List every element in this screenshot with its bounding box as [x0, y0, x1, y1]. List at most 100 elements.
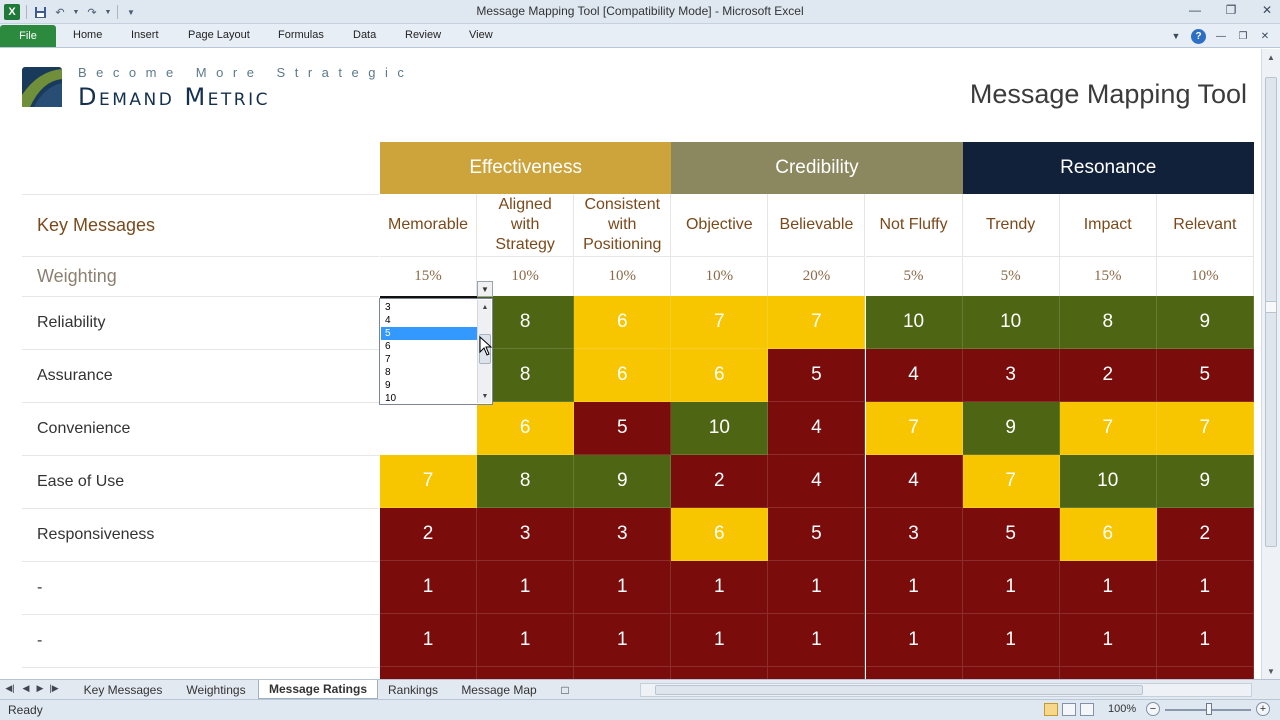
validation-dropdown-list[interactable]: ▲ ▼ 3 4 5 6 7 8 9 10 — [379, 298, 493, 405]
score-cell[interactable] — [768, 667, 866, 679]
last-sheet-icon[interactable]: |▶ — [49, 683, 59, 693]
workbook-close-icon[interactable]: ✕ — [1260, 30, 1270, 42]
message-row-label[interactable]: Convenience — [22, 402, 379, 455]
score-cell[interactable] — [865, 667, 963, 679]
score-cell[interactable]: 1 — [962, 561, 1060, 614]
score-cell[interactable]: 3 — [477, 508, 575, 561]
score-cell[interactable]: 1 — [671, 614, 769, 667]
help-icon[interactable]: ? — [1191, 28, 1206, 44]
dropdown-option[interactable]: 8 — [385, 367, 391, 378]
score-cell[interactable]: 1 — [865, 561, 963, 614]
undo-icon[interactable]: ↶ — [55, 6, 65, 19]
score-cell[interactable] — [380, 667, 478, 679]
score-cell[interactable]: 1 — [1156, 561, 1254, 614]
score-cell[interactable]: 1 — [380, 614, 478, 667]
close-icon[interactable]: ✕ — [1261, 3, 1273, 17]
score-cell[interactable]: 1 — [768, 614, 866, 667]
scroll-down-icon[interactable]: ▼ — [1267, 666, 1275, 676]
tab-home[interactable]: Home — [73, 29, 103, 41]
tab-data[interactable]: Data — [353, 29, 377, 41]
score-cell[interactable]: 7 — [1156, 402, 1254, 455]
dropdown-option[interactable]: 9 — [385, 380, 391, 391]
worksheet[interactable]: Become More Strategic Demand Metric Mess… — [0, 49, 1261, 679]
score-cell[interactable]: 7 — [1059, 402, 1157, 455]
horizontal-scroll-thumb[interactable] — [655, 685, 1143, 695]
score-cell[interactable]: 3 — [574, 508, 672, 561]
dropdown-option[interactable]: 5 — [381, 327, 477, 340]
score-cell[interactable]: 4 — [865, 349, 963, 402]
score-cell[interactable]: 5 — [768, 508, 866, 561]
message-row-label[interactable]: Reliability — [22, 296, 379, 349]
message-row-label[interactable] — [22, 667, 379, 679]
score-cell[interactable]: 7 — [671, 296, 769, 349]
score-cell[interactable]: 9 — [1156, 296, 1254, 349]
score-cell[interactable]: 6 — [1059, 508, 1157, 561]
undo-dropdown-icon[interactable]: ▼ — [72, 8, 80, 16]
message-row-label[interactable]: - — [22, 561, 379, 614]
score-cell[interactable]: 9 — [1156, 455, 1254, 508]
score-cell[interactable]: 10 — [671, 402, 769, 455]
zoom-slider-knob[interactable] — [1206, 703, 1212, 715]
score-cell[interactable]: 6 — [671, 508, 769, 561]
workbook-minimize-icon[interactable]: — — [1216, 30, 1226, 42]
scroll-up-icon[interactable]: ▲ — [481, 303, 489, 311]
score-cell[interactable]: 1 — [962, 614, 1060, 667]
score-cell[interactable]: 1 — [574, 614, 672, 667]
score-cell[interactable] — [962, 667, 1060, 679]
score-cell[interactable]: 8 — [477, 349, 575, 402]
score-cell[interactable]: 1 — [477, 561, 575, 614]
weight-cell[interactable]: 10% — [477, 256, 575, 296]
score-cell[interactable]: 5 — [962, 508, 1060, 561]
score-cell[interactable]: 10 — [962, 296, 1060, 349]
dropdown-option[interactable]: 6 — [385, 341, 391, 352]
excel-app-icon[interactable]: X — [4, 4, 20, 20]
customize-qat-icon[interactable]: ▼ — [127, 7, 135, 17]
dropdown-option[interactable]: 3 — [385, 302, 391, 313]
zoom-out-icon[interactable]: − — [1146, 702, 1160, 716]
score-cell[interactable]: 1 — [1156, 614, 1254, 667]
score-cell[interactable]: 7 — [380, 455, 478, 508]
scroll-up-icon[interactable]: ▲ — [1267, 52, 1275, 62]
score-cell[interactable]: 3 — [865, 508, 963, 561]
weight-cell[interactable]: 5% — [962, 256, 1060, 296]
score-cell[interactable] — [1156, 667, 1254, 679]
score-cell[interactable]: 2 — [380, 508, 478, 561]
split-box[interactable] — [1265, 301, 1277, 313]
score-cell[interactable] — [1059, 667, 1157, 679]
sheet-tab-rankings[interactable]: Rankings — [387, 682, 439, 697]
score-cell[interactable]: 3 — [962, 349, 1060, 402]
message-row-label[interactable]: Ease of Use — [22, 455, 379, 508]
score-cell[interactable]: 2 — [1059, 349, 1157, 402]
score-cell[interactable]: 7 — [768, 296, 866, 349]
score-cell[interactable] — [380, 402, 478, 455]
score-cell[interactable]: 8 — [1059, 296, 1157, 349]
score-cell[interactable] — [671, 667, 769, 679]
sheet-tab-key-messages[interactable]: Key Messages — [83, 682, 163, 697]
score-cell[interactable]: 1 — [477, 614, 575, 667]
score-cell[interactable]: 1 — [865, 614, 963, 667]
score-cell[interactable]: 5 — [1156, 349, 1254, 402]
tab-page-layout[interactable]: Page Layout — [188, 29, 250, 41]
score-cell[interactable]: 1 — [768, 561, 866, 614]
score-cell[interactable]: 1 — [1059, 561, 1157, 614]
score-cell[interactable] — [477, 667, 575, 679]
score-cell[interactable]: 9 — [574, 455, 672, 508]
score-cell[interactable]: 9 — [962, 402, 1060, 455]
horizontal-scrollbar[interactable] — [640, 683, 1252, 697]
dropdown-option[interactable]: 7 — [385, 354, 391, 365]
score-cell[interactable]: 10 — [865, 296, 963, 349]
sheet-tab-message-map[interactable]: Message Map — [461, 682, 537, 697]
score-cell[interactable]: 6 — [574, 349, 672, 402]
zoom-in-icon[interactable]: + — [1256, 702, 1270, 716]
weight-cell[interactable]: 10% — [1156, 256, 1254, 296]
tab-review[interactable]: Review — [405, 29, 442, 41]
score-cell[interactable]: 7 — [865, 402, 963, 455]
message-row-label[interactable]: - — [22, 614, 379, 667]
next-sheet-icon[interactable]: ▶ — [36, 683, 44, 693]
prev-sheet-icon[interactable]: ◀ — [22, 683, 30, 693]
score-cell[interactable]: 2 — [671, 455, 769, 508]
redo-dropdown-icon[interactable]: ▼ — [104, 8, 112, 16]
weight-cell[interactable]: 15% — [380, 256, 478, 296]
sheet-tab-message-ratings[interactable]: Message Ratings — [258, 680, 378, 699]
page-layout-view-icon[interactable] — [1062, 703, 1076, 716]
